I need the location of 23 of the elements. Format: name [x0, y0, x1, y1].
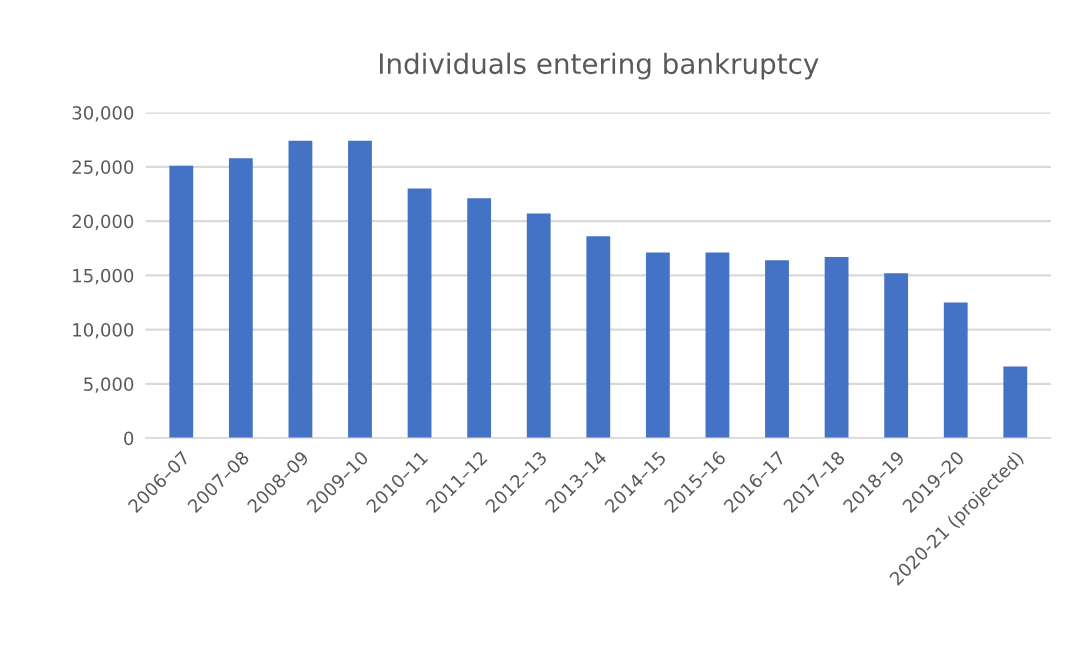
y-tick-label: 5,000: [84, 377, 134, 393]
bar: [467, 198, 492, 439]
bar: [348, 140, 372, 439]
bar: [824, 256, 849, 439]
bar: [407, 188, 432, 439]
bar: [526, 213, 551, 439]
y-tick-label: 10,000: [73, 323, 134, 339]
chart-title: Individuals entering bankruptcy: [379, 52, 819, 80]
y-tick-label: 30,000: [72, 106, 134, 122]
y-tick-label: 0: [124, 431, 134, 446]
y-tick-label: 20,000: [72, 214, 134, 231]
bar: [288, 140, 313, 439]
bar: [586, 236, 611, 439]
bar: [884, 273, 909, 439]
y-tick-label: 15,000: [73, 268, 134, 285]
bar: [705, 252, 730, 439]
bar: [169, 165, 194, 439]
bar: [943, 302, 968, 439]
bar: [645, 252, 670, 439]
bar: [228, 158, 253, 439]
bar: [1003, 366, 1028, 439]
y-tick-label: 25,000: [72, 160, 134, 176]
bar: [765, 260, 789, 439]
